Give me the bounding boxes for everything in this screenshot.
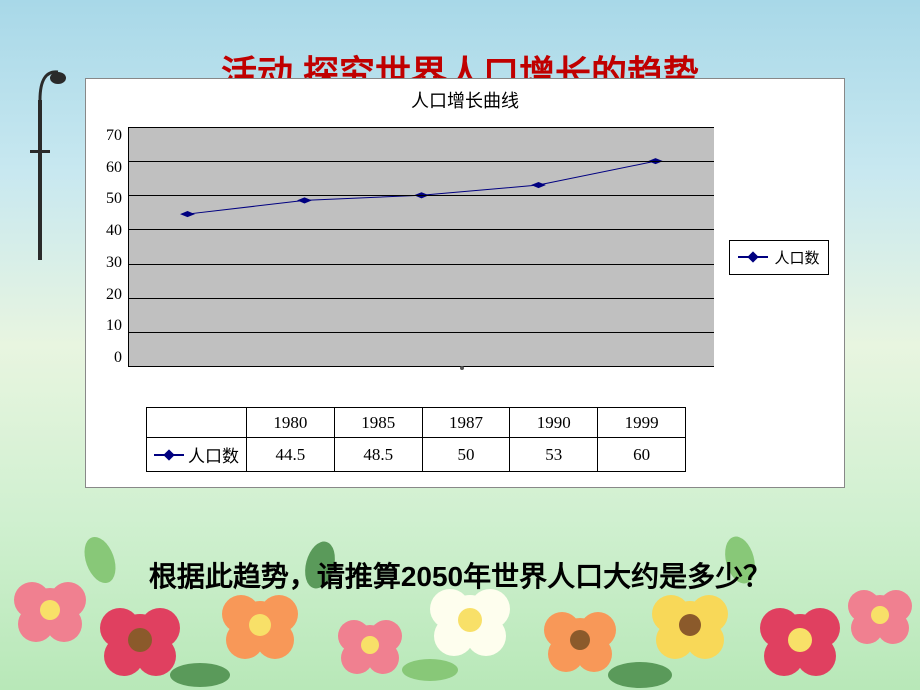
legend-label: 人口数 [774,247,819,268]
category-cell: 1990 [510,408,598,438]
grid-line [129,127,714,128]
legend-marker-icon [738,251,768,263]
flowers-decoration [0,510,920,690]
grid-line [129,264,714,265]
value-cell: 48.5 [334,438,422,472]
y-tick-label: 70 [106,127,122,145]
value-cell: 60 [598,438,686,472]
legend-box: 人口数 [714,117,844,397]
category-cell: 1980 [247,408,335,438]
chart-body: 70 60 50 40 30 20 10 0 人口数 [86,117,844,397]
grid-line [129,298,714,299]
table-row-values: 人口数 44.548.5505360 [147,438,686,472]
y-axis: 70 60 50 40 30 20 10 0 [106,127,128,367]
table-row-categories: 19801985198719901999 [147,408,686,438]
series-marker-icon [154,449,184,461]
grid-line [129,161,714,162]
category-cell: 1985 [334,408,422,438]
y-tick-label: 60 [106,159,122,177]
y-tick-label: 50 [106,190,122,208]
line-chart-svg [129,127,714,366]
center-dot [460,366,464,370]
y-tick-label: 0 [114,349,122,367]
chart-container: 人口增长曲线 706050403020100 人口数 1980198519871… [85,78,845,488]
category-cell: 1987 [422,408,510,438]
row-header-empty [147,408,247,438]
value-cell: 50 [422,438,510,472]
chart-title: 人口增长曲线 [86,79,844,117]
data-line [188,161,656,214]
grid-line [129,195,714,196]
series-name-label: 人口数 [188,442,239,467]
value-cell: 44.5 [247,438,335,472]
row-header-series: 人口数 [147,438,247,472]
data-table: 19801985198719901999 人口数 44.548.5505360 [146,407,686,472]
y-tick-label: 30 [106,254,122,272]
data-marker [531,182,546,188]
plot-wrap: 70 60 50 40 30 20 10 0 [86,117,714,397]
grid-line [129,332,714,333]
category-cell: 1999 [598,408,686,438]
legend-entry: 人口数 [729,240,828,275]
data-marker [180,211,195,217]
y-tick-label: 20 [106,286,122,304]
y-tick-label: 40 [106,222,122,240]
y-tick-label: 10 [106,317,122,335]
grid-line [129,229,714,230]
value-cell: 53 [510,438,598,472]
plot-area [128,127,714,367]
data-marker [297,197,312,203]
question-text: 根据此趋势，请推算2050年世界人口大约是多少？ [0,555,920,595]
